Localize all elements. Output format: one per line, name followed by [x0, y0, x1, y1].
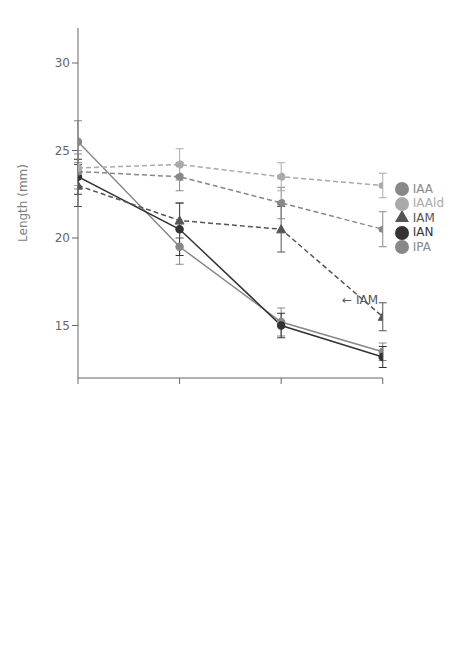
svg-text:25: 25	[55, 144, 70, 158]
svg-text:Length (mm): Length (mm)	[16, 164, 30, 242]
html-text:IAA: IAA	[412, 181, 433, 196]
html-text:IAM: IAM	[412, 210, 435, 225]
svg-text:30: 30	[55, 56, 70, 70]
html-text:IAAld: IAAld	[412, 196, 444, 211]
html-text:IAN: IAN	[412, 225, 434, 240]
svg-text:← IAM: ← IAM	[342, 293, 378, 307]
svg-text:20: 20	[55, 231, 70, 245]
svg-text:15: 15	[55, 319, 70, 333]
html-text:IPA: IPA	[412, 239, 431, 254]
